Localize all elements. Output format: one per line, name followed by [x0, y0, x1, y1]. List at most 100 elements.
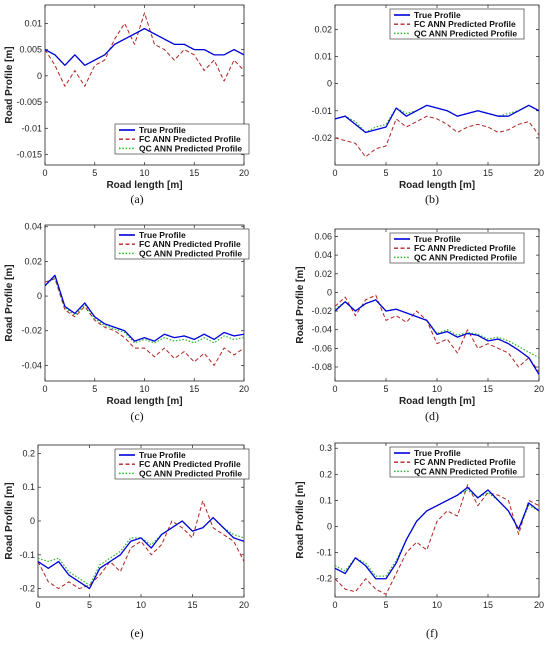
x-tick-label: 10 [139, 168, 149, 178]
legend-box [114, 228, 250, 260]
x-tick-label: 5 [87, 600, 92, 610]
y-tick-label: -0.08 [311, 362, 332, 372]
x-tick-label: 20 [534, 600, 544, 610]
legend-label: QC ANN Predicted Profile [139, 468, 242, 478]
x-tick-label: 0 [332, 600, 337, 610]
x-tick-label: 20 [534, 168, 544, 178]
legend-label: FC ANN Predicted Profile [139, 134, 241, 144]
series-group [45, 12, 244, 87]
series-group [335, 484, 539, 595]
series-line-0 [45, 274, 244, 342]
panel-caption: (c) [130, 409, 143, 423]
y-axis-label: Road Profile [m] [295, 481, 306, 558]
y-tick-label: -0.04 [311, 325, 332, 335]
x-tick-label: 20 [239, 600, 249, 610]
legend-box [389, 446, 525, 478]
legend-label: True Profile [414, 448, 461, 458]
panel-caption: (e) [130, 626, 143, 640]
x-tick-label: 0 [42, 168, 47, 178]
y-tick-label: 0.1 [319, 495, 332, 505]
y-tick-label: 0.02 [314, 24, 332, 34]
y-axis-label: Road Profile [m] [4, 482, 15, 559]
chart-panel-2: 0 5 10 15 20 -0.02 -0.01 0 0.01 0.02 True ProfileF… [311, 4, 544, 206]
y-tick-label: -0.01 [311, 106, 332, 116]
series-line-0 [335, 104, 539, 134]
legend-label: QC ANN Predicted Profile [414, 252, 517, 262]
series-line-1 [335, 484, 539, 595]
x-tick-label: 20 [239, 168, 249, 178]
series-line-1 [45, 12, 244, 87]
legend-label: True Profile [139, 450, 186, 460]
chart-panel-6: 0 5 10 15 20 -0.2 -0.1 0 0.1 0.2 0.3 True ProfileFC… [295, 442, 544, 640]
legend-label: QC ANN Predicted Profile [414, 466, 517, 476]
series-group [335, 104, 539, 158]
legend-box [114, 123, 250, 155]
panel-caption: (d) [425, 409, 439, 423]
y-tick-label: 0.2 [319, 469, 332, 479]
series-group [45, 274, 244, 366]
legend-label: QC ANN Predicted Profile [139, 248, 242, 258]
x-tick-label: 20 [534, 384, 544, 394]
x-axis-label: Road length [m] [106, 180, 182, 191]
x-tick-label: 5 [383, 384, 388, 394]
legend-label: FC ANN Predicted Profile [414, 19, 516, 29]
y-tick-label: 0.04 [314, 250, 332, 260]
x-tick-label: 15 [187, 600, 197, 610]
y-tick-label: 0.01 [314, 52, 332, 62]
y-tick-label: 0.2 [22, 448, 35, 458]
series-line-0 [38, 516, 244, 590]
legend-label: True Profile [414, 234, 461, 244]
chart-panel-3: 0 5 10 15 20 -0.04 -0.02 0 0.02 0.04 True ProfileF… [4, 222, 250, 423]
y-tick-label: -0.01 [21, 123, 42, 133]
y-tick-label: 0.02 [314, 269, 332, 279]
series-group [38, 500, 244, 590]
y-tick-label: -0.005 [16, 97, 42, 107]
y-tick-label: 0.06 [314, 231, 332, 241]
x-axis-label: Road length [m] [399, 396, 475, 407]
y-tick-label: -0.2 [316, 574, 332, 584]
y-tick-label: -0.06 [311, 343, 332, 353]
chart-panel-4: 0 5 10 15 20 -0.08 -0.06 -0.04 -0.02 0 0.02 0.04 0.0… [295, 228, 544, 423]
y-axis-label: Road Profile [m] [295, 266, 306, 343]
legend-label: QC ANN Predicted Profile [139, 143, 242, 153]
legend-box [389, 8, 525, 40]
y-tick-label: 0 [327, 287, 332, 297]
series-line-0 [335, 299, 539, 375]
y-tick-label: -0.02 [21, 326, 42, 336]
y-tick-label: 0 [37, 291, 42, 301]
x-tick-label: 15 [483, 168, 493, 178]
y-tick-label: -0.1 [19, 550, 35, 560]
legend-label: True Profile [139, 125, 186, 135]
y-axis-label: Road Profile [m] [4, 46, 15, 123]
x-axis-label: Road length [m] [399, 180, 475, 191]
y-tick-label: -0.2 [19, 584, 35, 594]
x-tick-label: 10 [432, 384, 442, 394]
x-tick-label: 15 [189, 384, 199, 394]
x-tick-label: 0 [42, 384, 47, 394]
panel-caption: (a) [130, 192, 143, 206]
y-axis-label: Road Profile [m] [4, 264, 15, 341]
y-tick-label: 0.1 [22, 482, 35, 492]
legend-label: FC ANN Predicted Profile [139, 459, 241, 469]
legend-label: True Profile [139, 230, 186, 240]
series-group [335, 294, 539, 375]
x-tick-label: 20 [239, 384, 249, 394]
series-line-1 [45, 278, 244, 366]
x-tick-label: 0 [332, 384, 337, 394]
x-tick-label: 10 [136, 600, 146, 610]
y-tick-label: 0 [327, 522, 332, 532]
series-line-0 [45, 27, 244, 66]
series-line-0 [335, 486, 539, 580]
y-tick-label: -0.04 [21, 360, 42, 370]
panel-caption: (f) [426, 626, 438, 640]
series-line-1 [335, 294, 539, 372]
x-tick-label: 0 [35, 600, 40, 610]
y-tick-label: -0.015 [16, 150, 42, 160]
